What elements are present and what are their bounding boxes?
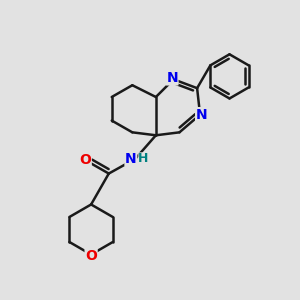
Text: H: H [138,152,149,165]
Text: N: N [125,152,137,166]
Text: O: O [79,153,91,167]
Text: O: O [85,249,97,263]
Text: N: N [166,71,178,85]
Text: N: N [196,108,207,122]
